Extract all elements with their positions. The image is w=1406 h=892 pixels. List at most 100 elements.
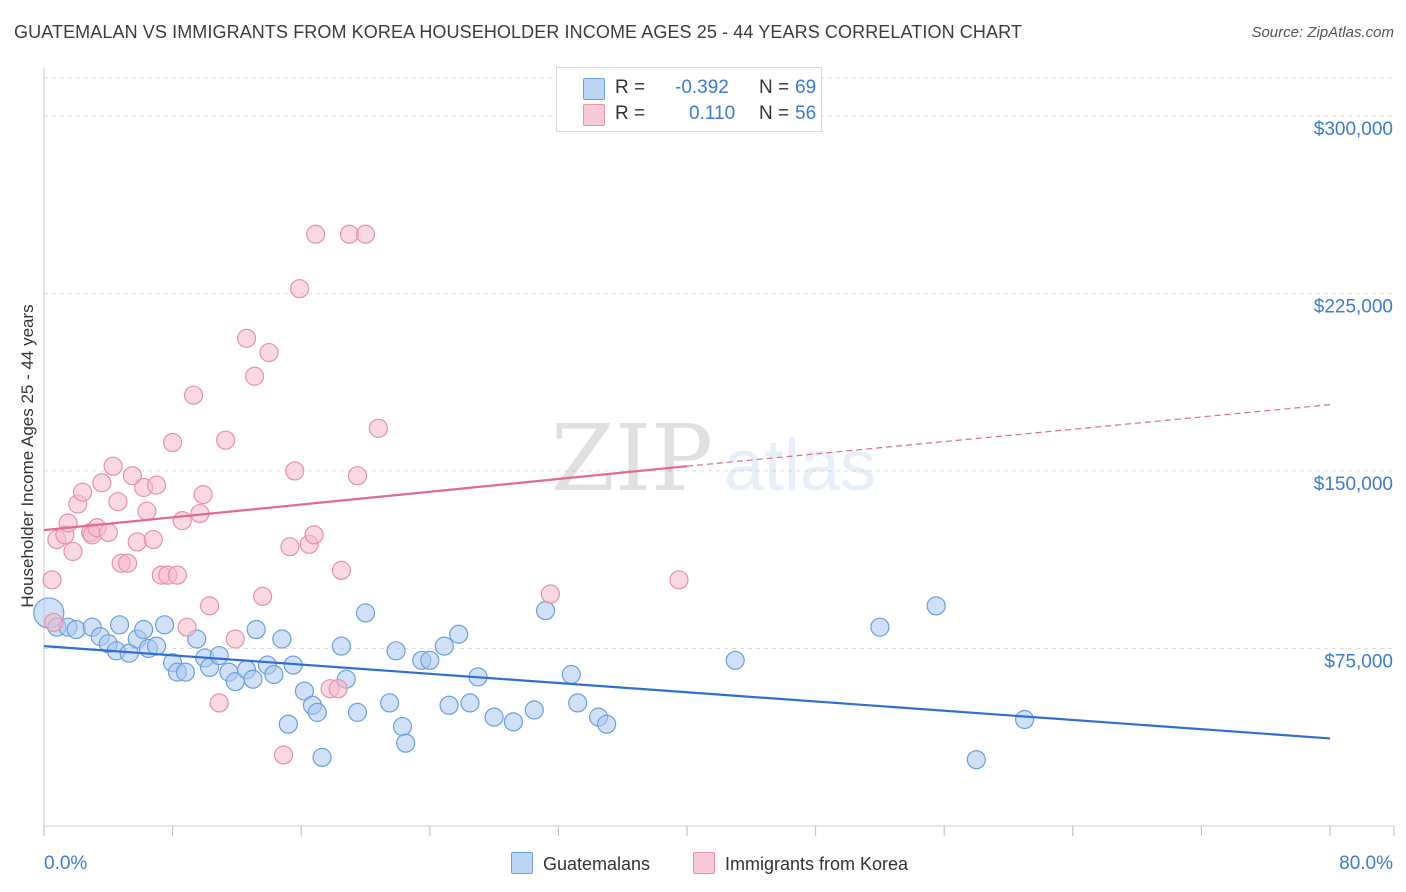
point-guatemalans <box>146 636 167 656</box>
point-korea <box>244 366 265 386</box>
legend-r-label: R = <box>615 103 646 124</box>
y-tick-label: $300,000 <box>1314 119 1393 140</box>
point-korea <box>122 466 143 486</box>
point-guatemalans <box>355 603 376 623</box>
source-label: Source: ZipAtlas.com <box>1251 24 1394 41</box>
point-korea <box>127 532 147 552</box>
point-guatemalans <box>209 645 229 666</box>
point-korea <box>146 475 167 495</box>
point-korea <box>540 584 560 604</box>
legend-r-value: 0.110 <box>689 103 736 124</box>
point-korea <box>163 432 183 453</box>
point-korea <box>236 328 257 348</box>
point-guatemalans <box>66 619 86 640</box>
point-korea <box>280 537 300 557</box>
point-korea <box>331 560 351 580</box>
point-korea <box>199 596 220 616</box>
y-tick-label: $75,000 <box>1324 651 1393 672</box>
point-korea <box>92 473 112 493</box>
point-guatemalans <box>524 700 544 720</box>
point-guatemalans <box>175 662 196 682</box>
point-guatemalans <box>870 617 890 637</box>
legend-r-value: -0.392 <box>675 77 729 98</box>
point-korea <box>259 342 279 363</box>
point-guatemalans <box>420 650 440 670</box>
point-korea <box>216 430 236 450</box>
point-guatemalans <box>278 714 298 734</box>
point-korea <box>225 629 245 649</box>
point-korea <box>368 418 388 438</box>
point-korea <box>253 586 273 606</box>
legend-r-label: R = <box>615 77 646 98</box>
point-guatemalans <box>312 747 332 767</box>
point-guatemalans <box>434 636 454 656</box>
y-tick-label: $150,000 <box>1314 474 1393 495</box>
point-guatemalans <box>484 707 504 727</box>
point-korea <box>339 224 360 244</box>
bottom-legend-label: Guatemalans <box>543 854 651 874</box>
point-korea <box>172 511 192 531</box>
point-guatemalans <box>460 693 480 713</box>
y-axis-label: Householder Income Ages 25 - 44 years <box>18 304 37 607</box>
chart-title: GUATEMALAN VS IMMIGRANTS FROM KOREA HOUS… <box>14 22 1022 42</box>
bottom-legend-swatch-blue <box>511 852 533 874</box>
point-guatemalans <box>535 600 556 621</box>
legend-n-label: N = <box>759 103 790 124</box>
x-tick-label: 80.0% <box>1339 853 1393 874</box>
legend: R = -0.392 N = 69 R = 0.110 N = 56 <box>556 67 822 132</box>
legend-n-label: N = <box>759 77 790 98</box>
watermark: ZIP atlas <box>551 405 876 512</box>
x-tick-label: 0.0% <box>44 853 87 874</box>
point-guatemalans <box>439 695 459 715</box>
point-guatemalans <box>264 664 284 685</box>
point-korea <box>289 279 310 299</box>
point-guatemalans <box>396 733 416 753</box>
legend-n-value: 69 <box>795 77 817 98</box>
point-guatemalans <box>386 641 406 661</box>
bottom-legend-korea: Immigrants from Korea <box>693 852 908 875</box>
point-korea <box>108 492 128 512</box>
point-guatemalans <box>926 596 946 616</box>
point-korea <box>347 466 368 486</box>
point-korea <box>209 693 229 713</box>
point-korea <box>167 565 188 585</box>
point-korea <box>328 679 348 699</box>
point-guatemalans <box>561 664 581 685</box>
bottom-legend-guatemalans: Guatemalans <box>511 852 650 875</box>
point-guatemalans <box>503 712 523 732</box>
legend-swatch-blue <box>583 78 605 100</box>
point-korea <box>42 570 62 590</box>
point-korea <box>177 617 197 637</box>
point-korea <box>183 385 204 405</box>
point-korea <box>355 224 376 244</box>
bottom-legend-swatch-pink <box>693 852 715 874</box>
point-guatemalans <box>109 615 130 635</box>
point-korea <box>273 745 294 765</box>
point-guatemalans <box>725 650 745 670</box>
point-korea <box>137 501 157 521</box>
point-korea <box>103 456 123 476</box>
point-korea <box>72 482 93 502</box>
trend-line-korea-extension <box>686 404 1331 467</box>
point-guatemalans <box>243 669 263 689</box>
point-guatemalans <box>380 693 400 713</box>
trend-line-korea <box>43 465 688 532</box>
trend-layer <box>43 404 1331 740</box>
axis-layer <box>43 68 1395 836</box>
watermark-atlas: atlas <box>724 426 876 506</box>
point-guatemalans <box>347 702 368 722</box>
point-guatemalans <box>134 619 154 640</box>
trend-line-guatemalans <box>43 645 1331 740</box>
point-guatemalans <box>568 693 588 713</box>
point-korea <box>285 461 305 481</box>
bottom-legend-label: Immigrants from Korea <box>725 854 909 874</box>
legend-n-value: 56 <box>795 103 817 124</box>
point-guatemalans <box>246 619 266 640</box>
point-guatemalans <box>392 716 413 737</box>
point-korea <box>98 522 118 543</box>
point-korea <box>143 529 163 550</box>
point-korea <box>63 541 83 562</box>
y-tick-label: $225,000 <box>1314 296 1393 317</box>
point-guatemalans <box>331 636 351 656</box>
